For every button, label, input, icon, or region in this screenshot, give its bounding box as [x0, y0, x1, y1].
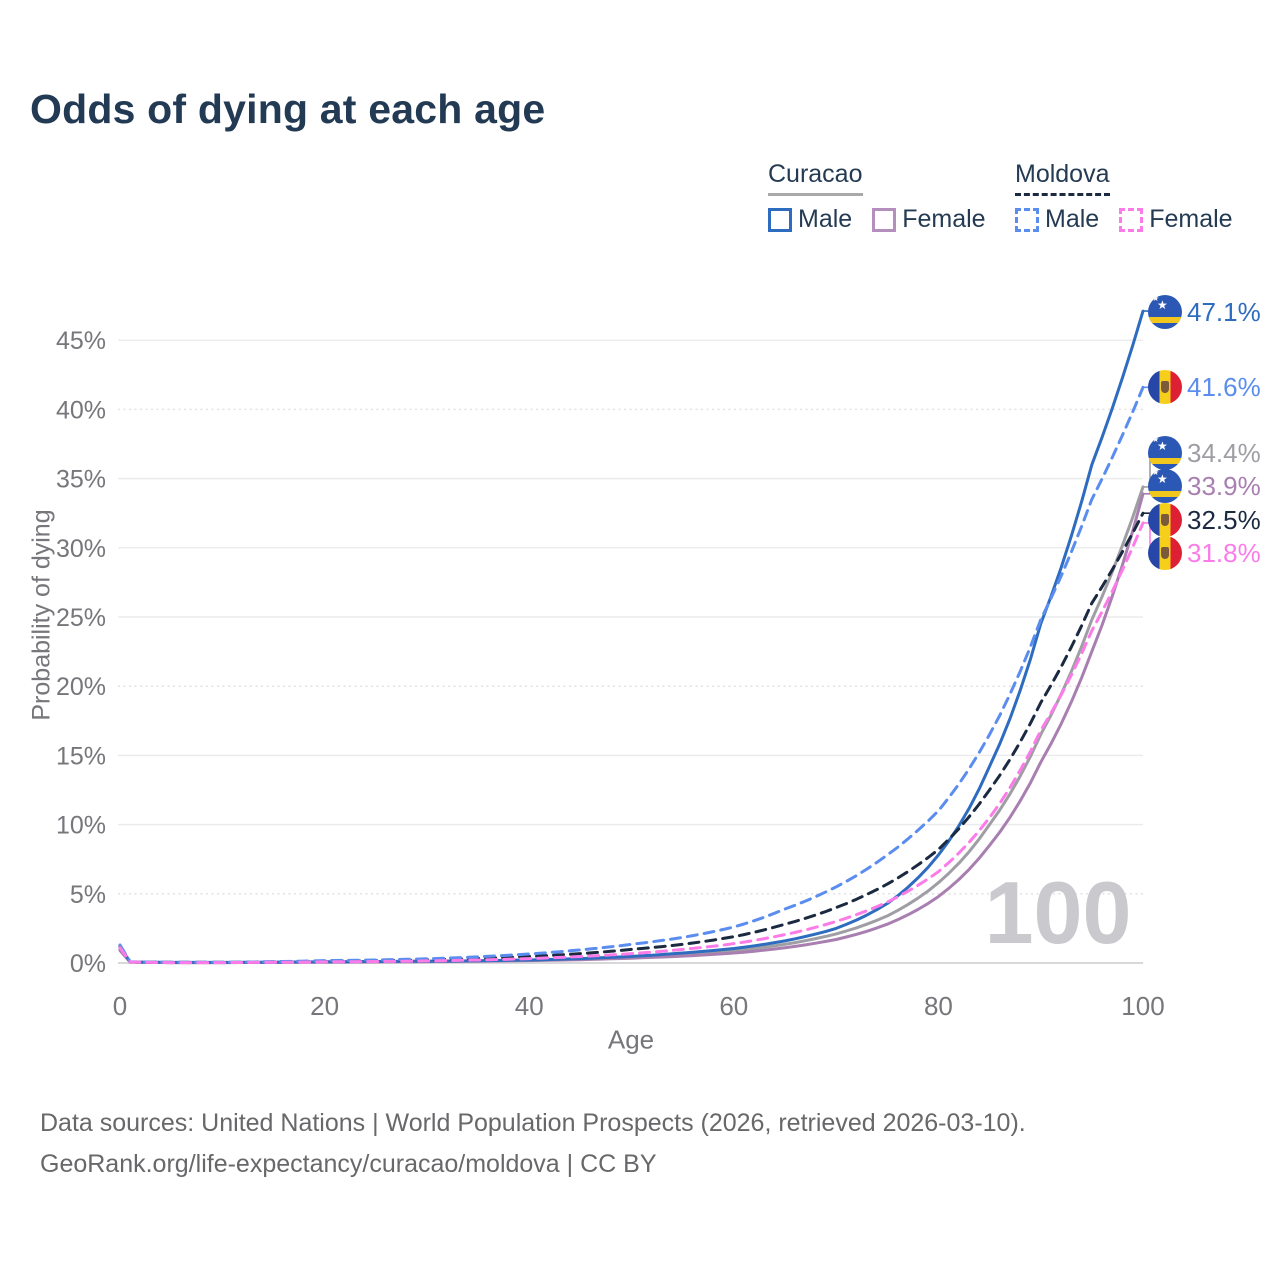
legend-group-moldova: Moldova Male Female — [1015, 160, 1233, 234]
y-tick-label: 35% — [56, 466, 106, 494]
legend-country-curacao: Curacao — [768, 160, 863, 196]
watermark-age: 100 — [985, 863, 1132, 962]
legend-item-moldova-female[interactable]: Female — [1119, 205, 1233, 234]
y-tick-label: 15% — [56, 742, 106, 770]
y-tick-label: 25% — [56, 604, 106, 632]
moldova-male-swatch-icon — [1015, 207, 1039, 232]
label-connector-moldova-both — [1143, 512, 1155, 521]
x-tick-label: 100 — [1121, 991, 1164, 1021]
plot-area: 0% 5% 10% 15% 20% 25% 30% 35% 40% 45% 0 20 40 60 80 100… — [56, 309, 1165, 1021]
footer-attribution: GeoRank.org/life-expectancy/curacao/mold… — [40, 1150, 657, 1178]
legend-item-label: Male — [798, 205, 853, 233]
y-tick-label: 45% — [56, 327, 106, 355]
legend-item-curacao-female[interactable]: Female — [872, 205, 986, 234]
series-line-moldova-female[interactable] — [118, 521, 1145, 965]
label-connector-moldova-female — [1143, 522, 1155, 554]
y-tick-label: 5% — [70, 881, 106, 909]
moldova-female-swatch-icon — [1119, 207, 1144, 232]
legend-item-label: Female — [902, 205, 986, 233]
y-tick-label: 30% — [56, 535, 106, 563]
legend-country-moldova: Moldova — [1015, 160, 1110, 196]
footer: Data sources: United Nations | World Pop… — [40, 1103, 1026, 1185]
legend-item-label: Male — [1045, 205, 1100, 233]
curacao-male-swatch-icon — [768, 207, 792, 232]
legend-group-curacao: Curacao Male Female — [768, 160, 986, 234]
legend-item-label: Female — [1149, 205, 1233, 233]
page-title: Odds of dying at each age — [30, 86, 546, 132]
x-tick-label: 40 — [515, 991, 544, 1021]
legend-item-curacao-male[interactable]: Male — [768, 205, 852, 234]
x-tick-label: 60 — [719, 991, 748, 1021]
curacao-female-swatch-icon — [872, 207, 897, 232]
legend-item-moldova-male[interactable]: Male — [1015, 205, 1099, 234]
y-tick-label: 20% — [56, 673, 106, 701]
footer-data-sources: Data sources: United Nations | World Pop… — [40, 1109, 1026, 1137]
y-tick-label: 40% — [56, 396, 106, 424]
y-tick-label: 0% — [70, 950, 106, 978]
x-axis-title: Age — [607, 1024, 655, 1055]
y-tick-label: 10% — [56, 812, 106, 840]
label-connector-curacao-both — [1143, 452, 1155, 488]
x-tick-label: 20 — [310, 991, 339, 1021]
x-tick-label: 0 — [113, 991, 127, 1021]
label-connector-curacao-male — [1143, 310, 1155, 313]
x-tick-label: 80 — [924, 991, 953, 1021]
